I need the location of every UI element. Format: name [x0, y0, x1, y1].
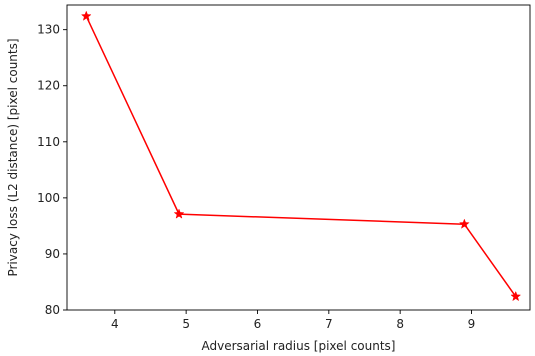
y-tick-label: 130: [37, 23, 60, 37]
y-tick-label: 120: [37, 79, 60, 93]
data-point-marker: [173, 208, 185, 219]
x-tick-label: 5: [182, 317, 190, 331]
x-tick-label: 9: [468, 317, 476, 331]
data-series: [80, 10, 522, 302]
y-tick-label: 80: [45, 303, 60, 317]
axis-ticks: 4 5 6 7 8 9 80 90 100 110 120 130: [37, 23, 475, 331]
plot-area: [67, 5, 530, 310]
x-tick-label: 6: [254, 317, 262, 331]
x-tick-label: 7: [325, 317, 333, 331]
y-tick-label: 100: [37, 191, 60, 205]
data-point-marker: [510, 290, 522, 302]
series-line: [85, 15, 517, 297]
x-tick-label: 8: [396, 317, 404, 331]
plot-frame: [66, 4, 531, 311]
x-tick-label: 4: [111, 317, 119, 331]
y-axis-label: Privacy loss (L2 distance) [pixel counts…: [6, 38, 20, 276]
data-point-marker: [80, 10, 92, 21]
data-point-marker: [458, 218, 470, 229]
y-tick-label: 110: [37, 135, 60, 149]
x-axis-label: Adversarial radius [pixel counts]: [201, 339, 395, 353]
y-tick-label: 90: [45, 247, 60, 261]
